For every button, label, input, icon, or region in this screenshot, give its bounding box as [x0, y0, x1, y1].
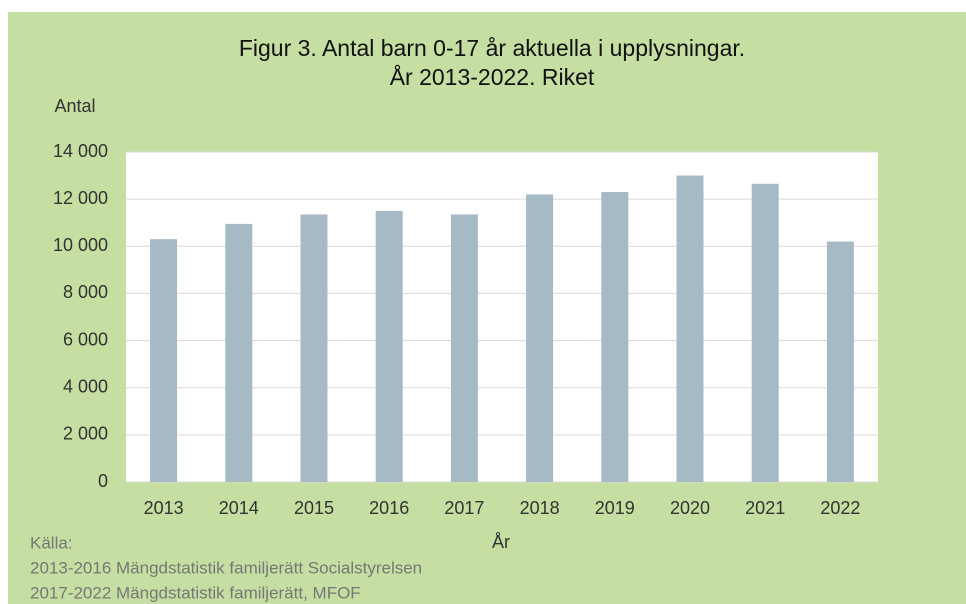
source-text: Källa:: [30, 533, 73, 552]
bar: [676, 175, 704, 483]
y-tick-label: 4 000: [63, 376, 108, 396]
x-tick-label: 2020: [670, 498, 710, 518]
x-tick-label: 2016: [369, 498, 409, 518]
bar: [601, 192, 629, 483]
y-tick-label: 2 000: [63, 424, 108, 444]
y-tick-label: 14 000: [53, 141, 108, 161]
bar: [150, 239, 178, 482]
x-tick-label: 2014: [219, 498, 259, 518]
y-tick-label: 8 000: [63, 282, 108, 302]
x-tick-label: 2015: [294, 498, 334, 518]
x-tick-label: 2018: [520, 498, 560, 518]
y-tick-label: 6 000: [63, 329, 108, 349]
bar: [225, 223, 253, 482]
y-tick-label: 0: [98, 471, 108, 491]
x-tick-label: 2013: [144, 498, 184, 518]
chart-title: Figur 3. Antal barn 0-17 år aktuella i u…: [239, 35, 745, 61]
chart-title: År 2013-2022. Riket: [390, 63, 595, 90]
bar: [526, 194, 554, 482]
bar: [450, 214, 478, 482]
x-tick-label: 2022: [820, 498, 860, 518]
y-tick-label: 10 000: [53, 235, 108, 255]
source-text: 2013-2016 Mängdstatistik familjerätt Soc…: [30, 558, 422, 577]
x-axis-title: År: [492, 532, 510, 552]
source-text: 2017-2022 Mängdstatistik familjerätt, MF…: [30, 583, 361, 602]
x-tick-label: 2017: [444, 498, 484, 518]
bar: [375, 210, 403, 482]
y-axis-title: Antal: [54, 96, 95, 116]
bar: [300, 214, 328, 482]
bar: [826, 241, 854, 482]
bar: [751, 183, 779, 483]
x-tick-label: 2019: [595, 498, 635, 518]
x-tick-label: 2021: [745, 498, 785, 518]
y-tick-label: 12 000: [53, 188, 108, 208]
